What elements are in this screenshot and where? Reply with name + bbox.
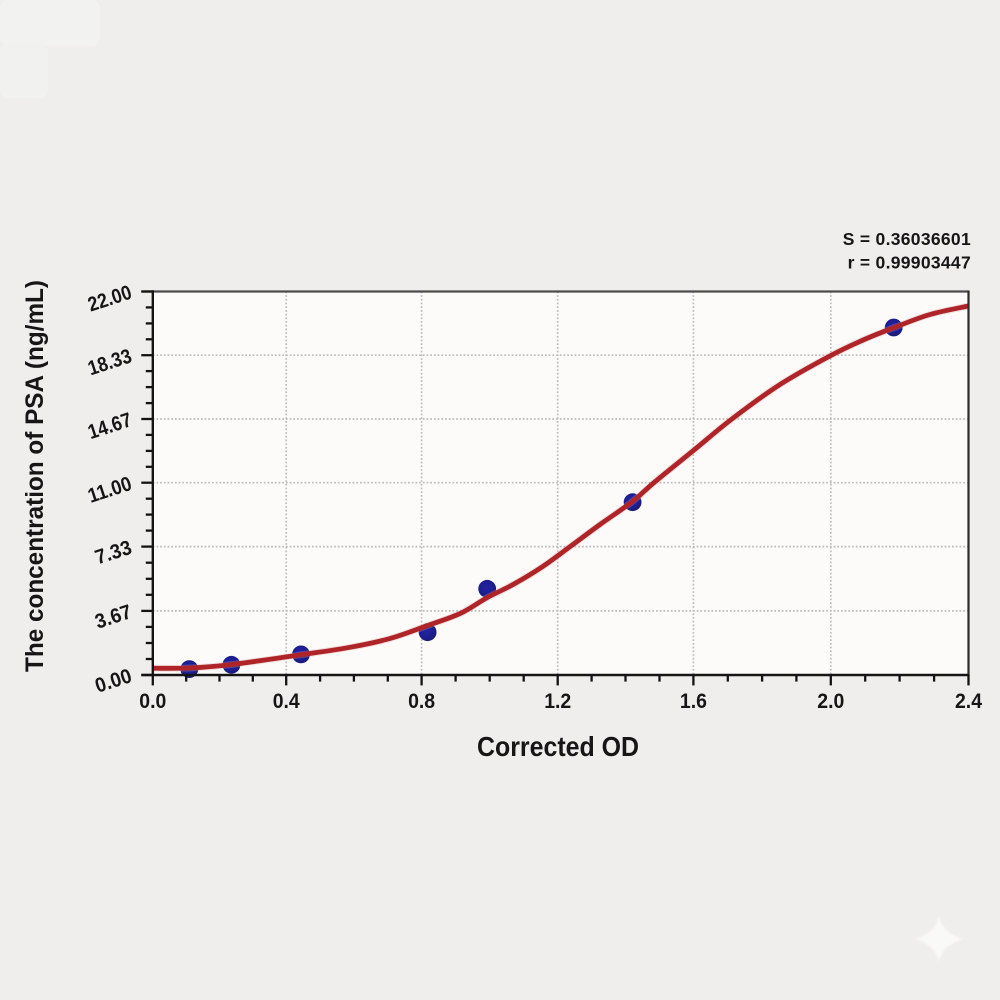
svg-text:r = 0.99903447: r = 0.99903447 bbox=[848, 253, 971, 273]
svg-text:1.2: 1.2 bbox=[544, 689, 571, 713]
svg-text:1.6: 1.6 bbox=[680, 689, 707, 713]
svg-text:0.8: 0.8 bbox=[408, 689, 435, 713]
svg-text:0.4: 0.4 bbox=[273, 689, 300, 713]
svg-text:2.0: 2.0 bbox=[817, 689, 844, 713]
svg-text:The concentration of PSA (ng/m: The concentration of PSA (ng/mL) bbox=[21, 280, 49, 672]
svg-text:S = 0.36036601: S = 0.36036601 bbox=[843, 229, 971, 249]
svg-text:Corrected OD: Corrected OD bbox=[477, 731, 639, 762]
svg-text:0.0: 0.0 bbox=[139, 689, 166, 713]
svg-text:2.4: 2.4 bbox=[955, 689, 982, 713]
